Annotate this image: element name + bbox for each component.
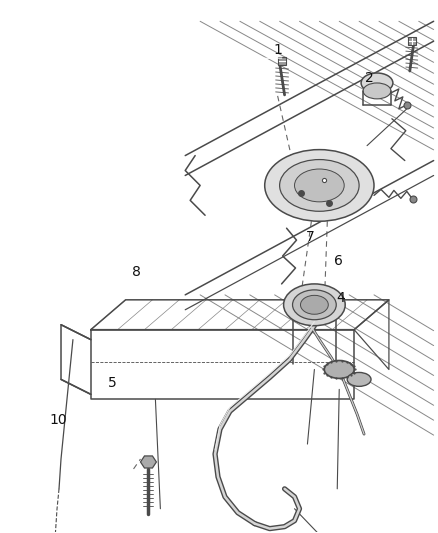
Ellipse shape [294, 169, 344, 202]
Ellipse shape [347, 373, 371, 386]
Text: 7: 7 [306, 230, 315, 244]
Ellipse shape [279, 159, 359, 211]
Ellipse shape [361, 73, 393, 93]
Text: 2: 2 [365, 71, 374, 85]
Text: 6: 6 [334, 254, 343, 268]
Text: 10: 10 [49, 413, 67, 427]
Ellipse shape [363, 83, 391, 99]
Text: 1: 1 [273, 43, 282, 57]
Text: 8: 8 [132, 265, 141, 279]
Ellipse shape [265, 150, 374, 221]
Ellipse shape [324, 360, 354, 378]
Text: 4: 4 [336, 292, 345, 305]
Ellipse shape [300, 295, 328, 314]
Ellipse shape [283, 284, 345, 326]
Ellipse shape [293, 290, 336, 320]
Text: 5: 5 [108, 376, 117, 390]
Polygon shape [141, 456, 156, 468]
